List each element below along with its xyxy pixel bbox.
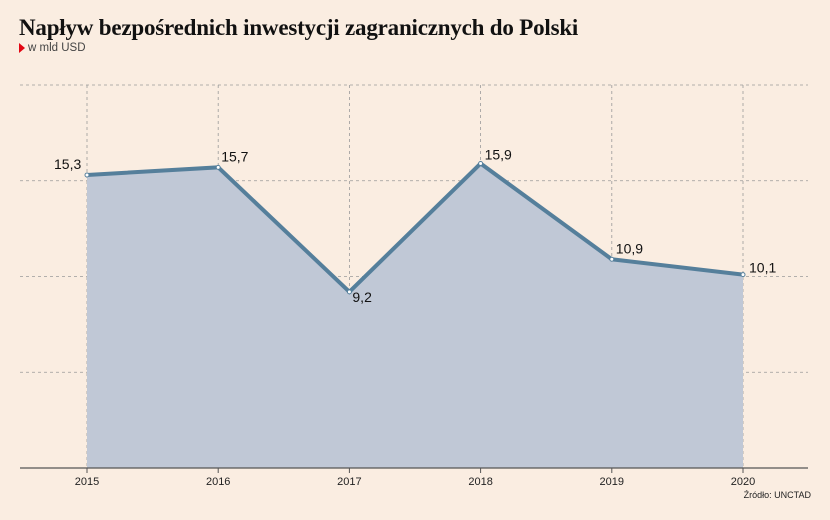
x-tick-label-2015: 2015	[75, 476, 99, 488]
data-label-2015: 15,3	[54, 156, 81, 172]
x-tick-label-2020: 2020	[731, 476, 755, 488]
unit-label: w mld USD	[28, 42, 86, 54]
data-label-2016: 15,7	[221, 148, 248, 164]
data-point-2016	[215, 164, 221, 170]
data-label-2019: 10,9	[616, 240, 643, 256]
data-point-2017	[346, 289, 352, 295]
series-area	[87, 163, 743, 468]
x-tick-label-2016: 2016	[206, 476, 230, 488]
chart-title: Napływ bezpośrednich inwestycji zagranic…	[19, 15, 579, 40]
data-point-2018	[478, 161, 484, 167]
data-label-2018: 15,9	[485, 147, 512, 163]
data-point-2015	[84, 172, 90, 178]
x-tick-label-2018: 2018	[468, 476, 492, 488]
data-point-2019	[609, 256, 615, 262]
data-label-2017: 9,2	[352, 289, 372, 305]
data-label-2020: 10,1	[749, 260, 776, 276]
red-triangle-icon	[19, 43, 25, 53]
x-tick-label-2017: 2017	[337, 476, 361, 488]
chart-subtitle: w mld USD	[19, 42, 86, 54]
data-point-2020	[740, 272, 746, 278]
source-note: Źródło: UNCTAD	[743, 490, 811, 500]
series-line	[86, 160, 744, 295]
x-tick-label-2019: 2019	[600, 476, 624, 488]
